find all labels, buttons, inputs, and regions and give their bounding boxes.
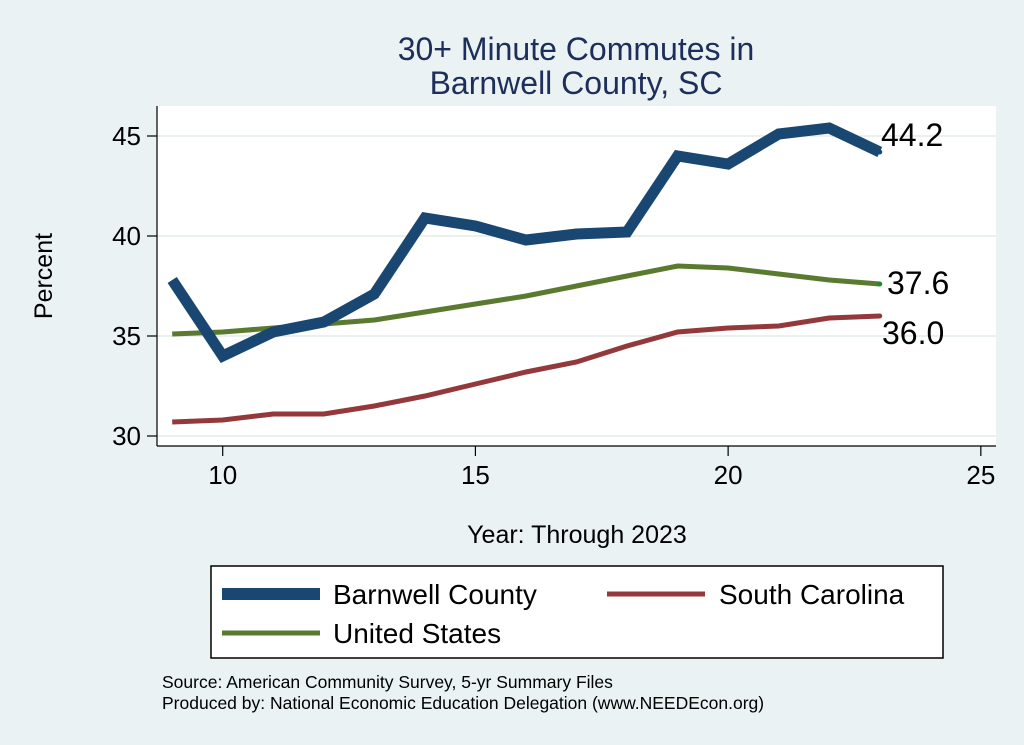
- legend-label-south-carolina: South Carolina: [719, 579, 905, 610]
- end-label-barnwell: 44.2: [881, 117, 943, 153]
- chart-title-line-2: Barnwell County, SC: [430, 65, 723, 101]
- series-line-south-carolina: [172, 313, 880, 425]
- x-axis-title: Year: Through 2023: [467, 521, 687, 549]
- series-line-barnwell-county: [167, 122, 883, 364]
- y-ticks: 30 35 40 45: [112, 121, 157, 451]
- source-note: Source: American Community Survey, 5-yr …: [162, 672, 613, 692]
- legend-label-barnwell: Barnwell County: [333, 579, 537, 610]
- plot-area: [157, 106, 996, 446]
- x-tick-label-25: 25: [966, 460, 995, 490]
- end-label-united-states: 37.6: [887, 265, 949, 301]
- y-tick-label-45: 45: [112, 121, 141, 151]
- series-end-point-united-states: [877, 281, 883, 287]
- x-tick-label-10: 10: [208, 460, 237, 490]
- x-tick-label-20: 20: [714, 460, 743, 490]
- end-label-south-carolina: 36.0: [882, 315, 944, 351]
- series-layer: [167, 122, 883, 425]
- legend: Barnwell County South Carolina United St…: [210, 565, 944, 659]
- legend-box: [210, 565, 944, 659]
- y-tick-label-35: 35: [112, 321, 141, 351]
- produced-by-note: Produced by: National Economic Education…: [162, 693, 764, 713]
- end-labels: 44.2 37.6 36.0: [881, 117, 949, 351]
- series-end-point-barnwell-county: [877, 149, 883, 155]
- chart-title-line-1: 30+ Minute Commutes in: [398, 31, 755, 67]
- y-tick-label-40: 40: [112, 221, 141, 251]
- legend-label-united-states: United States: [333, 618, 501, 649]
- series-end-point-south-carolina: [877, 313, 883, 319]
- y-axis-title: Percent: [30, 233, 58, 319]
- x-ticks: 10 15 20 25: [208, 446, 995, 490]
- y-tick-label-30: 30: [112, 421, 141, 451]
- x-tick-label-15: 15: [461, 460, 490, 490]
